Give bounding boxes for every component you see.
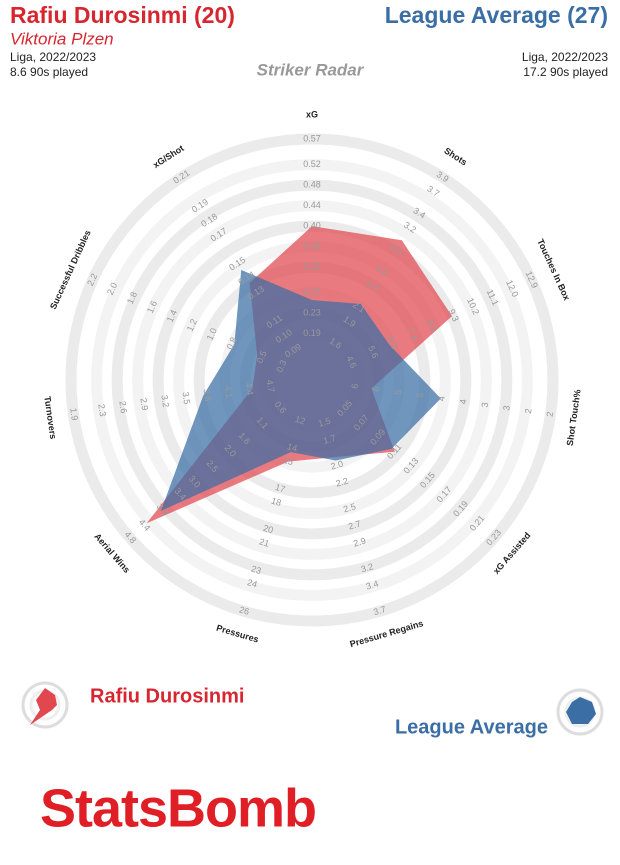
- tick-label: 2: [523, 408, 534, 414]
- tick-label: 4.1: [223, 385, 235, 399]
- tick-label: 1.5: [317, 416, 332, 429]
- tick-label: 20: [262, 523, 274, 535]
- tick-label: 3.2: [360, 561, 375, 574]
- tick-label: 6: [349, 383, 360, 389]
- tick-label: 0.8: [225, 336, 239, 352]
- player-competition: Liga, 2022/2023: [10, 50, 96, 64]
- tick-label: 3: [501, 405, 512, 411]
- tick-label: 1.9: [68, 407, 80, 421]
- axis-label: Pressure Regains: [349, 618, 425, 649]
- chart-title: Striker Radar: [257, 60, 365, 79]
- tick-label: 23: [250, 564, 262, 576]
- tick-label: 8.3: [425, 317, 439, 333]
- tick-label: 4.6: [344, 354, 358, 370]
- tick-label: 9.3: [447, 308, 461, 324]
- tick-label: 6.5: [386, 335, 400, 351]
- tick-label: 3.7: [372, 604, 387, 617]
- tick-label: 2.9: [352, 536, 367, 549]
- axis-label: xG/Shot: [151, 143, 185, 170]
- tick-label: 3.2: [159, 394, 171, 408]
- tick-label: 12: [294, 414, 306, 426]
- tick-label: 0.44: [303, 200, 321, 210]
- player-minutes: 8.6 90s played: [10, 65, 88, 79]
- axis-label: Shots: [442, 146, 468, 168]
- tick-label: 0.52: [303, 159, 321, 169]
- tick-label: 0.40: [303, 221, 321, 231]
- tick-label: 1.6: [145, 299, 159, 315]
- ring: [65, 133, 559, 627]
- tick-label: 0.19: [303, 328, 321, 338]
- tick-label: 0.32: [303, 262, 321, 272]
- tick-label: 2: [545, 411, 556, 417]
- player-title: Rafiu Durosinmi (20): [10, 2, 235, 28]
- tick-label: 0.3: [274, 358, 288, 374]
- ring: [91, 159, 533, 601]
- legend-average: League Average: [395, 716, 548, 738]
- tick-label: 1.8: [125, 290, 139, 306]
- ring: [132, 200, 492, 560]
- tick-label: 5: [415, 392, 426, 398]
- tick-label: 24: [246, 577, 258, 589]
- tick-label: 2.9: [138, 397, 150, 411]
- tick-label: 0.23: [303, 308, 321, 318]
- tick-label: 18: [270, 496, 282, 508]
- series-area: [160, 269, 441, 511]
- tick-label: 14: [286, 441, 298, 453]
- tick-label: 3.4: [365, 578, 380, 591]
- tick-label: 2.6: [117, 400, 129, 414]
- player-icon: [21, 681, 69, 729]
- player-team: Viktoria Plzen: [10, 29, 114, 48]
- rings: [65, 133, 559, 627]
- average-minutes: 17.2 90s played: [523, 65, 608, 79]
- polygons: [146, 226, 452, 524]
- average-icon: [556, 688, 604, 736]
- tick-label: 2.3: [96, 403, 108, 417]
- tick-label: 3.8: [202, 388, 214, 402]
- tick-label: 1.0: [205, 326, 219, 342]
- average-competition: Liga, 2022/2023: [522, 50, 608, 64]
- tick-label: 0.5: [254, 349, 268, 365]
- tick-label: 3.5: [180, 391, 192, 405]
- tick-label: 2.0: [105, 281, 119, 297]
- average-title: League Average (27): [385, 2, 608, 28]
- tick-label: 1.4: [165, 308, 179, 324]
- brand-logo: StatsBomb: [40, 778, 316, 838]
- tick-label: 5: [393, 389, 404, 395]
- tick-label: 6: [371, 386, 382, 392]
- tick-label: 2.2: [85, 272, 99, 288]
- tick-label: 4: [458, 399, 469, 405]
- ring: [111, 179, 513, 581]
- tick-label: 0.57: [303, 133, 321, 143]
- tick-label: 2.0: [330, 458, 345, 471]
- tick-label: 3: [480, 402, 491, 408]
- tick-label: 2.5: [342, 501, 357, 514]
- tick-label: 7.4: [405, 326, 419, 342]
- tick-label: 5.6: [366, 344, 380, 360]
- axis-label: Turnovers: [42, 395, 58, 439]
- tick-label: 26: [238, 604, 250, 616]
- axis-label: Pressures: [215, 623, 260, 645]
- tick-label: 4: [436, 395, 447, 401]
- tick-label: 1.2: [185, 317, 199, 333]
- tick-label: 4.7: [265, 379, 277, 393]
- tick-label: 0.48: [303, 180, 321, 190]
- tick-label: 2.7: [347, 518, 362, 531]
- tick-label: 21: [258, 536, 270, 548]
- tick-label: 2.2: [335, 476, 350, 489]
- tick-label: 0.36: [303, 241, 321, 251]
- axis-label: Shot Touch%: [565, 389, 583, 447]
- axis-label: xG: [306, 109, 318, 119]
- tick-label: 17: [274, 482, 286, 494]
- tick-label: 0.27: [303, 287, 321, 297]
- tick-label: 15: [282, 455, 294, 467]
- tick-label: 1.7: [322, 433, 337, 446]
- tick-label: 4.4: [244, 382, 256, 396]
- legend-player: Rafiu Durosinmi: [90, 685, 244, 707]
